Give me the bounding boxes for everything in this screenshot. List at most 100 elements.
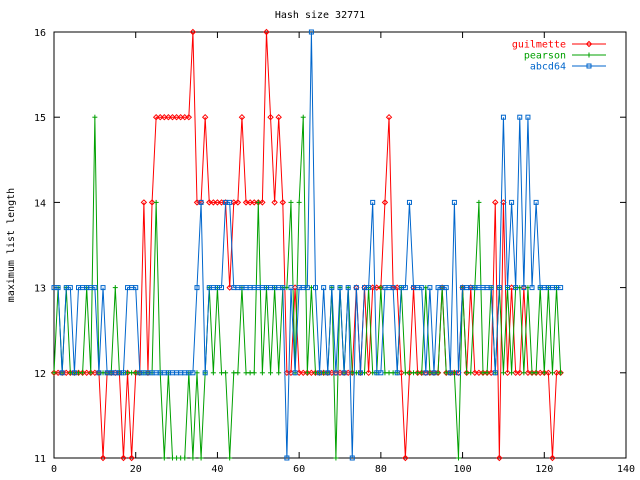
data-point bbox=[513, 285, 519, 291]
data-point bbox=[190, 455, 196, 461]
data-point bbox=[337, 285, 343, 291]
data-point bbox=[341, 370, 347, 376]
x-tick-label: 80 bbox=[375, 464, 387, 475]
data-point bbox=[259, 370, 265, 376]
data-point bbox=[276, 370, 282, 376]
data-point bbox=[92, 285, 98, 291]
x-tick-label: 100 bbox=[454, 464, 472, 475]
data-point bbox=[431, 370, 437, 376]
data-point bbox=[504, 369, 511, 377]
data-point bbox=[190, 370, 196, 376]
data-point bbox=[259, 199, 266, 206]
data-point bbox=[55, 285, 61, 291]
data-point bbox=[284, 455, 290, 461]
data-point bbox=[250, 199, 258, 206]
series-abcd64 bbox=[51, 29, 564, 461]
data-point bbox=[227, 199, 233, 205]
data-point bbox=[157, 113, 164, 121]
data-point bbox=[390, 285, 396, 291]
data-point bbox=[447, 370, 453, 376]
data-point bbox=[492, 370, 498, 376]
data-point bbox=[202, 370, 208, 376]
data-point bbox=[120, 370, 126, 376]
data-point bbox=[357, 370, 363, 376]
data-point bbox=[419, 285, 425, 291]
data-point bbox=[271, 199, 278, 206]
data-point bbox=[370, 199, 376, 205]
data-point bbox=[133, 285, 139, 291]
data-point bbox=[549, 454, 556, 462]
data-point bbox=[235, 370, 241, 376]
x-tick-label: 60 bbox=[293, 464, 305, 475]
data-point bbox=[267, 113, 274, 121]
data-point bbox=[210, 199, 217, 206]
data-point bbox=[181, 113, 188, 121]
series-layer bbox=[50, 28, 564, 462]
data-point bbox=[268, 370, 274, 376]
data-point bbox=[516, 369, 523, 377]
data-point bbox=[402, 285, 408, 291]
data-point bbox=[423, 370, 429, 376]
data-point bbox=[51, 370, 57, 376]
y-tick-label: 16 bbox=[34, 28, 46, 39]
data-point bbox=[153, 199, 159, 205]
data-point bbox=[496, 285, 502, 291]
data-point bbox=[246, 199, 254, 206]
data-point bbox=[88, 370, 94, 376]
data-point bbox=[292, 370, 298, 376]
data-point bbox=[100, 285, 106, 291]
series-line bbox=[54, 31, 561, 459]
data-point bbox=[517, 114, 523, 120]
data-point bbox=[512, 369, 519, 377]
data-point bbox=[321, 285, 327, 291]
y-tick-label: 14 bbox=[34, 198, 46, 209]
data-point bbox=[304, 370, 310, 376]
data-point bbox=[242, 199, 250, 206]
data-point bbox=[96, 370, 102, 376]
data-point bbox=[185, 113, 193, 121]
data-point bbox=[345, 285, 351, 291]
data-point bbox=[471, 369, 479, 377]
chart-title: Hash size 32771 bbox=[275, 10, 365, 21]
data-point bbox=[201, 113, 209, 121]
axis-ticks: 0 20 40 60 80 100 120 140 11 12 13 14 15 16 bbox=[34, 28, 635, 475]
data-point bbox=[71, 370, 77, 376]
data-point bbox=[333, 455, 339, 461]
legend-item: abcd64 bbox=[530, 62, 606, 73]
data-point bbox=[219, 285, 225, 291]
data-point bbox=[500, 114, 506, 120]
data-point bbox=[541, 370, 547, 376]
data-point bbox=[349, 455, 355, 461]
data-point bbox=[536, 369, 544, 377]
legend-item: guilmette bbox=[512, 40, 606, 51]
data-point bbox=[484, 370, 490, 376]
data-point bbox=[223, 370, 229, 376]
data-point bbox=[238, 113, 246, 121]
data-point bbox=[198, 199, 204, 205]
data-point bbox=[140, 199, 148, 206]
data-point bbox=[385, 113, 393, 121]
series-line bbox=[54, 31, 561, 459]
data-point bbox=[300, 369, 307, 377]
series-guilmette bbox=[50, 28, 564, 462]
data-point bbox=[234, 199, 242, 206]
data-point bbox=[59, 370, 65, 376]
data-point bbox=[99, 454, 107, 462]
data-point bbox=[533, 370, 539, 376]
data-point bbox=[549, 370, 555, 376]
data-point bbox=[329, 285, 335, 291]
data-point bbox=[288, 199, 294, 205]
data-point bbox=[366, 285, 372, 291]
legend-marker bbox=[586, 52, 592, 58]
data-point bbox=[148, 199, 156, 206]
data-point bbox=[165, 113, 172, 121]
data-point bbox=[443, 285, 449, 291]
data-point bbox=[177, 113, 184, 121]
data-point bbox=[128, 454, 135, 462]
data-point bbox=[312, 285, 318, 291]
data-point bbox=[468, 370, 474, 376]
data-point bbox=[545, 369, 552, 377]
data-point bbox=[381, 199, 389, 206]
data-point bbox=[529, 285, 535, 291]
data-point bbox=[288, 285, 294, 291]
